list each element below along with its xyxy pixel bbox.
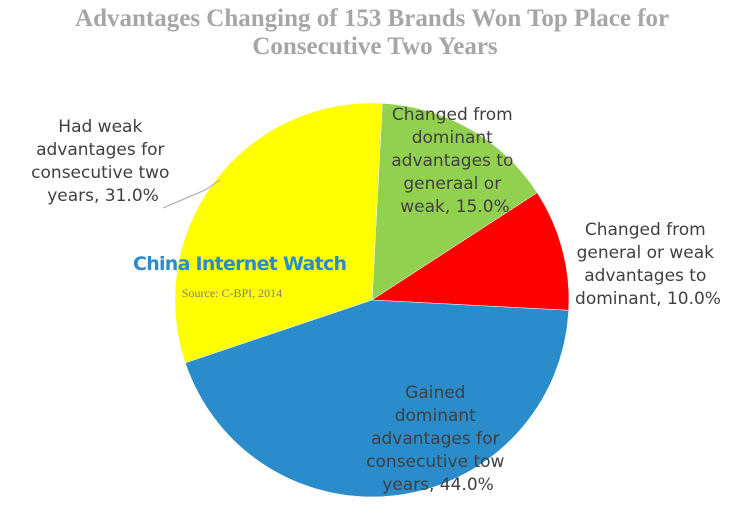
chart-title: Advantages Changing of 153 Brands Won To… [75, 5, 675, 60]
pie-slice [174, 102, 383, 364]
source-note: Source: C-BPI, 2014 [182, 286, 282, 300]
data-label: Changed from dominant advantages to gene… [391, 105, 519, 217]
pie-slice [371, 103, 538, 301]
pie-slice [184, 299, 569, 498]
data-label: Changed from general or weak advantages … [575, 220, 721, 309]
data-label: Had weak advantages for consecutive two … [31, 117, 175, 206]
watermark: China Internet Watch [133, 253, 347, 275]
leader-line [162, 179, 221, 209]
pie-slice [371, 192, 570, 311]
data-label: Gained dominant advantages for consecuti… [366, 383, 510, 495]
